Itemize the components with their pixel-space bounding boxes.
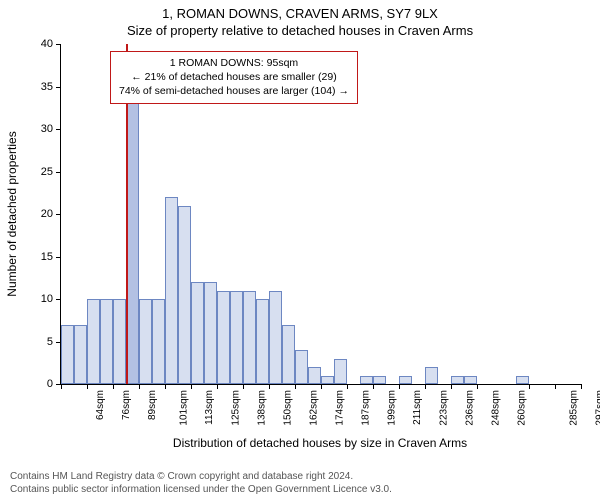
y-tick-label: 20 xyxy=(41,208,53,220)
y-tick xyxy=(56,87,61,88)
x-tick-label: 297sqm xyxy=(595,390,600,426)
bar xyxy=(243,291,256,385)
chart-title-1: 1, ROMAN DOWNS, CRAVEN ARMS, SY7 9LX xyxy=(0,0,600,21)
x-tick-label: 248sqm xyxy=(491,390,502,426)
x-tick-label: 138sqm xyxy=(257,390,268,426)
x-tick xyxy=(217,384,218,389)
x-tick xyxy=(321,384,322,389)
x-tick-label: 76sqm xyxy=(121,390,132,420)
x-tick-label: 174sqm xyxy=(335,390,346,426)
bar xyxy=(308,367,321,384)
annotation-box: 1 ROMAN DOWNS: 95sqm ← 21% of detached h… xyxy=(110,51,358,104)
y-tick-label: 35 xyxy=(41,81,53,93)
annotation-line: 1 ROMAN DOWNS: 95sqm xyxy=(119,56,349,70)
x-tick-label: 125sqm xyxy=(231,390,242,426)
bar xyxy=(87,299,100,384)
bar xyxy=(204,282,217,384)
y-tick xyxy=(56,129,61,130)
y-tick xyxy=(56,214,61,215)
y-tick-label: 40 xyxy=(41,38,53,50)
bar xyxy=(165,197,178,384)
bar xyxy=(399,376,412,385)
x-axis-label: Distribution of detached houses by size … xyxy=(60,436,580,450)
bar xyxy=(113,299,126,384)
bar xyxy=(516,376,529,385)
x-tick xyxy=(165,384,166,389)
bar xyxy=(360,376,373,385)
footer-line: Contains public sector information licen… xyxy=(10,483,392,496)
x-tick xyxy=(347,384,348,389)
x-tick xyxy=(139,384,140,389)
bar xyxy=(425,367,438,384)
x-tick-label: 211sqm xyxy=(412,390,423,425)
x-tick-label: 187sqm xyxy=(361,390,372,426)
bar xyxy=(464,376,477,385)
x-tick-label: 64sqm xyxy=(95,390,106,420)
x-tick xyxy=(399,384,400,389)
bar xyxy=(139,299,152,384)
y-tick-label: 15 xyxy=(41,251,53,263)
x-tick-label: 150sqm xyxy=(283,390,294,426)
y-tick-label: 30 xyxy=(41,123,53,135)
x-tick xyxy=(555,384,556,389)
x-tick-label: 199sqm xyxy=(387,390,398,426)
x-tick xyxy=(529,384,530,389)
x-tick xyxy=(373,384,374,389)
x-tick xyxy=(269,384,270,389)
y-tick xyxy=(56,257,61,258)
bar xyxy=(334,359,347,385)
x-tick xyxy=(113,384,114,389)
annotation-line: 74% of semi-detached houses are larger (… xyxy=(119,84,349,98)
footer-attribution: Contains HM Land Registry data © Crown c… xyxy=(10,470,392,496)
x-tick-label: 101sqm xyxy=(179,390,190,426)
bar xyxy=(100,299,113,384)
chart-title-2: Size of property relative to detached ho… xyxy=(0,21,600,38)
y-tick xyxy=(56,299,61,300)
x-tick xyxy=(451,384,452,389)
bar xyxy=(217,291,230,385)
y-axis-label: Number of detached properties xyxy=(5,131,19,296)
y-tick-label: 5 xyxy=(47,336,53,348)
bar xyxy=(74,325,87,385)
x-tick xyxy=(581,384,582,389)
bar xyxy=(373,376,386,385)
footer-line: Contains HM Land Registry data © Crown c… xyxy=(10,470,392,483)
x-tick-label: 89sqm xyxy=(147,390,158,420)
x-tick-label: 223sqm xyxy=(439,390,450,426)
x-tick xyxy=(295,384,296,389)
bar xyxy=(61,325,74,385)
y-tick xyxy=(56,44,61,45)
bar xyxy=(230,291,243,385)
x-tick-label: 285sqm xyxy=(569,390,580,426)
bar xyxy=(256,299,269,384)
bar xyxy=(178,206,191,385)
chart-container: 1, ROMAN DOWNS, CRAVEN ARMS, SY7 9LX Siz… xyxy=(0,0,600,500)
y-tick xyxy=(56,172,61,173)
x-tick xyxy=(425,384,426,389)
bar xyxy=(282,325,295,385)
bar xyxy=(451,376,464,385)
x-tick xyxy=(477,384,478,389)
x-tick xyxy=(87,384,88,389)
bar xyxy=(152,299,165,384)
x-tick-label: 236sqm xyxy=(465,390,476,426)
x-tick-label: 162sqm xyxy=(309,390,320,426)
x-tick xyxy=(243,384,244,389)
bar xyxy=(191,282,204,384)
y-tick-label: 10 xyxy=(41,293,53,305)
x-tick xyxy=(61,384,62,389)
bar xyxy=(295,350,308,384)
x-tick-label: 113sqm xyxy=(204,390,215,425)
bar xyxy=(269,291,282,385)
annotation-line: ← 21% of detached houses are smaller (29… xyxy=(119,70,349,84)
y-tick-label: 0 xyxy=(47,378,53,390)
x-tick xyxy=(191,384,192,389)
x-tick-label: 260sqm xyxy=(517,390,528,426)
bar xyxy=(321,376,334,385)
y-tick-label: 25 xyxy=(41,166,53,178)
